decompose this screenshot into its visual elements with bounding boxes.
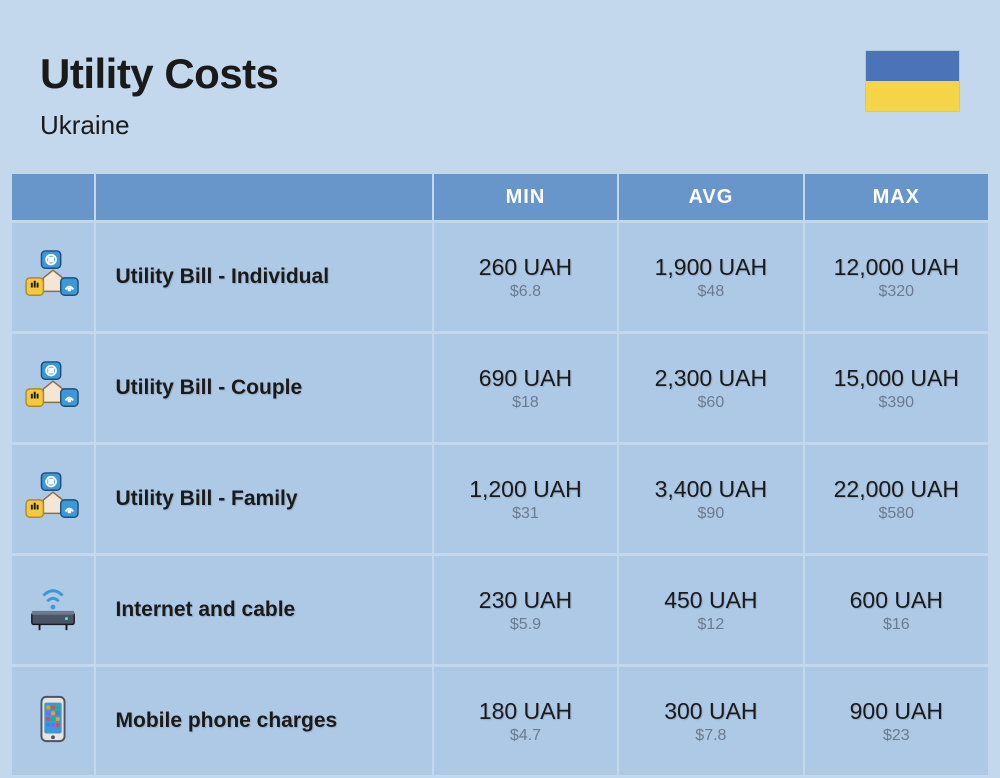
row-label: Utility Bill - Family — [96, 445, 432, 553]
value-cell-min: 1,200 UAH $31 — [434, 445, 617, 553]
value-uah: 180 UAH — [434, 698, 617, 725]
value-cell-avg: 450 UAH $12 — [619, 556, 802, 664]
value-cell-min: 230 UAH $5.9 — [434, 556, 617, 664]
value-usd: $90 — [619, 505, 802, 523]
value-cell-max: 22,000 UAH $580 — [805, 445, 988, 553]
column-header-min: MIN — [434, 174, 617, 220]
value-cell-min: 690 UAH $18 — [434, 334, 617, 442]
row-label: Mobile phone charges — [96, 667, 432, 775]
row-label: Utility Bill - Individual — [96, 223, 432, 331]
value-usd: $16 — [805, 616, 988, 634]
value-usd: $6.8 — [434, 283, 617, 301]
value-cell-avg: 3,400 UAH $90 — [619, 445, 802, 553]
page-title: Utility Costs — [40, 50, 279, 98]
table-row: Utility Bill - Couple690 UAH $182,300 UAH… — [12, 334, 988, 442]
value-uah: 260 UAH — [434, 254, 617, 281]
table-row: Utility Bill - Individual260 UAH $6.81,90… — [12, 223, 988, 331]
value-cell-max: 12,000 UAH $320 — [805, 223, 988, 331]
value-usd: $23 — [805, 727, 988, 745]
ukraine-flag-icon — [865, 50, 960, 112]
header-empty-label — [96, 174, 432, 220]
value-cell-avg: 300 UAH $7.8 — [619, 667, 802, 775]
value-cell-min: 260 UAH $6.8 — [434, 223, 617, 331]
value-usd: $31 — [434, 505, 617, 523]
value-uah: 1,200 UAH — [434, 476, 617, 503]
value-uah: 300 UAH — [619, 698, 802, 725]
value-usd: $580 — [805, 505, 988, 523]
header-empty-icon — [12, 174, 94, 220]
table-row: Internet and cable230 UAH $5.9450 UAH $126… — [12, 556, 988, 664]
column-header-max: MAX — [805, 174, 988, 220]
table-header-row: MIN AVG MAX — [12, 174, 988, 220]
value-cell-max: 600 UAH $16 — [805, 556, 988, 664]
page-subtitle: Ukraine — [40, 110, 279, 141]
value-usd: $390 — [805, 394, 988, 412]
row-label: Internet and cable — [96, 556, 432, 664]
value-uah: 1,900 UAH — [619, 254, 802, 281]
column-header-avg: AVG — [619, 174, 802, 220]
router-icon — [12, 556, 94, 664]
table-row: Utility Bill - Family1,200 UAH $313,400 U… — [12, 445, 988, 553]
value-cell-min: 180 UAH $4.7 — [434, 667, 617, 775]
value-uah: 15,000 UAH — [805, 365, 988, 392]
value-usd: $48 — [619, 283, 802, 301]
value-cell-max: 15,000 UAH $390 — [805, 334, 988, 442]
utility-icon — [12, 445, 94, 553]
value-uah: 690 UAH — [434, 365, 617, 392]
phone-icon — [12, 667, 94, 775]
value-uah: 2,300 UAH — [619, 365, 802, 392]
value-uah: 230 UAH — [434, 587, 617, 614]
value-cell-avg: 2,300 UAH $60 — [619, 334, 802, 442]
value-usd: $7.8 — [619, 727, 802, 745]
utility-icon — [12, 334, 94, 442]
value-uah: 900 UAH — [805, 698, 988, 725]
value-usd: $60 — [619, 394, 802, 412]
value-cell-max: 900 UAH $23 — [805, 667, 988, 775]
value-cell-avg: 1,900 UAH $48 — [619, 223, 802, 331]
value-uah: 22,000 UAH — [805, 476, 988, 503]
value-usd: $12 — [619, 616, 802, 634]
value-usd: $18 — [434, 394, 617, 412]
row-label: Utility Bill - Couple — [96, 334, 432, 442]
value-usd: $320 — [805, 283, 988, 301]
utility-icon — [12, 223, 94, 331]
table-row: Mobile phone charges180 UAH $4.7300 UAH $7… — [12, 667, 988, 775]
value-usd: $4.7 — [434, 727, 617, 745]
value-uah: 450 UAH — [619, 587, 802, 614]
header-text-block: Utility Costs Ukraine — [40, 50, 279, 141]
value-uah: 12,000 UAH — [805, 254, 988, 281]
value-usd: $5.9 — [434, 616, 617, 634]
value-uah: 3,400 UAH — [619, 476, 802, 503]
value-uah: 600 UAH — [805, 587, 988, 614]
utility-costs-table: MIN AVG MAX Utility Bill - Individual260… — [0, 171, 1000, 778]
page-header: Utility Costs Ukraine — [0, 0, 1000, 171]
